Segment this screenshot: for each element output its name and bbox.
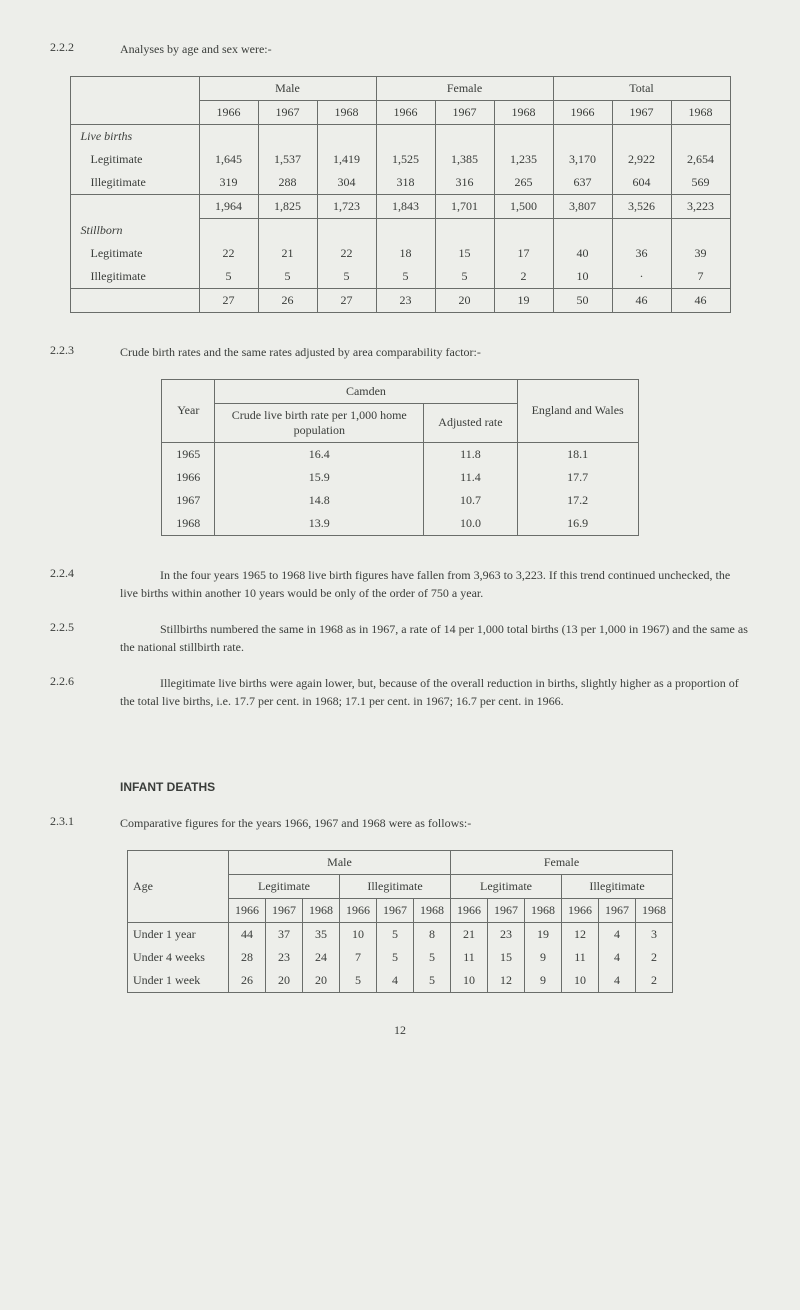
births-by-sex-table: Male Female Total 196619671968 196619671… xyxy=(70,76,731,313)
still-total-row: 272627 232019 504646 xyxy=(70,288,730,312)
table-row: Under 1 week 262020 545 10129 1042 xyxy=(128,969,673,993)
para-text: In the four years 1965 to 1968 live birt… xyxy=(120,566,750,602)
birth-rates-table: Year Camden England and Wales Crude live… xyxy=(161,379,638,536)
rate-row: 196813.910.016.9 xyxy=(162,512,638,536)
camden-header: Camden xyxy=(215,379,517,403)
section-num: 2.2.2 xyxy=(50,40,90,58)
section-num: 2.2.6 xyxy=(50,674,90,710)
crude-header: Crude live birth rate per 1,000 home pop… xyxy=(215,403,424,442)
para-text: Stillbirths numbered the same in 1968 as… xyxy=(120,620,750,656)
infant-deaths-heading: INFANT DEATHS xyxy=(50,778,750,796)
section-num: 2.2.3 xyxy=(50,343,90,361)
heading-text: INFANT DEATHS xyxy=(120,778,750,796)
still-illegitimate-row: Illegitimate 555 552 10·7 xyxy=(70,265,730,289)
stillborn-header-row: Stillborn xyxy=(70,219,730,242)
section-title: Crude birth rates and the same rates adj… xyxy=(120,343,750,361)
table-row: Under 4 weeks 282324 755 11159 1142 xyxy=(128,946,673,969)
section-num: 2.2.4 xyxy=(50,566,90,602)
section-num: 2.3.1 xyxy=(50,814,90,832)
rate-row: 196516.411.818.1 xyxy=(162,442,638,466)
section-2-2-4: 2.2.4 In the four years 1965 to 1968 liv… xyxy=(50,566,750,602)
section-title: Analyses by age and sex were:- xyxy=(120,40,750,58)
year-header: Year xyxy=(162,379,215,442)
section-2-3-1-header: 2.3.1 Comparative figures for the years … xyxy=(50,814,750,832)
section-num: 2.2.5 xyxy=(50,620,90,656)
section-title: Comparative figures for the years 1966, … xyxy=(120,814,750,832)
col-group-male: Male xyxy=(199,77,376,101)
section-2-2-5: 2.2.5 Stillbirths numbered the same in 1… xyxy=(50,620,750,656)
rate-row: 196615.911.417.7 xyxy=(162,466,638,489)
live-total-row: 1,9641,8251,723 1,8431,7011,500 3,8073,5… xyxy=(70,195,730,219)
male-header: Male xyxy=(229,850,451,874)
live-legitimate-row: Legitimate 1,6451,5371,419 1,5251,3851,2… xyxy=(70,148,730,171)
col-group-total: Total xyxy=(553,77,730,101)
age-header: Age xyxy=(128,850,229,922)
rate-row: 196714.810.717.2 xyxy=(162,489,638,512)
section-2-2-2-header: 2.2.2 Analyses by age and sex were:- xyxy=(50,40,750,58)
col-group-female: Female xyxy=(376,77,553,101)
adj-header: Adjusted rate xyxy=(424,403,517,442)
female-header: Female xyxy=(451,850,673,874)
para-text: Illegitimate live births were again lowe… xyxy=(120,674,750,710)
section-2-2-6: 2.2.6 Illegitimate live births were agai… xyxy=(50,674,750,710)
still-legitimate-row: Legitimate 222122 181517 403639 xyxy=(70,242,730,265)
ew-header: England and Wales xyxy=(517,379,638,442)
infant-deaths-table: Age Male Female Legitimate Illegitimate … xyxy=(127,850,673,993)
live-births-header-row: Live births xyxy=(70,125,730,149)
table-row: Under 1 year 443735 1058 212319 1243 xyxy=(128,922,673,946)
section-2-2-3-header: 2.2.3 Crude birth rates and the same rat… xyxy=(50,343,750,361)
live-illegitimate-row: Illegitimate 319288304 318316265 6376045… xyxy=(70,171,730,195)
page-number: 12 xyxy=(50,1023,750,1038)
